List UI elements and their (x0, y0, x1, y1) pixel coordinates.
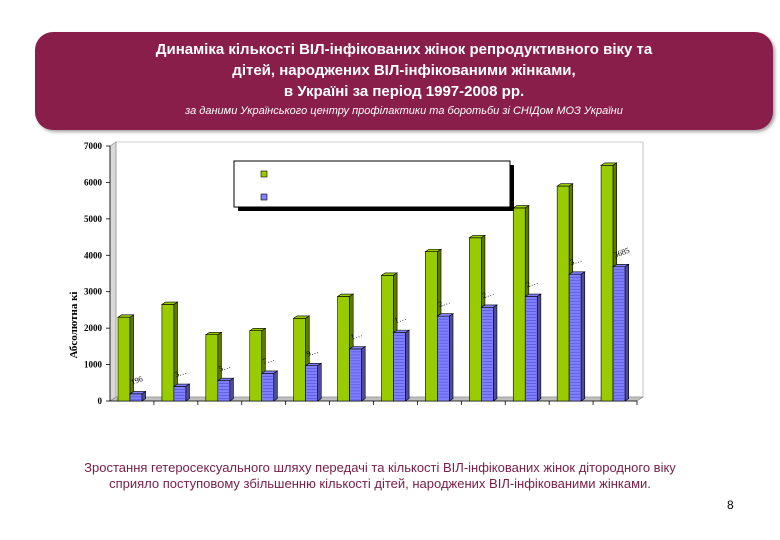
y-tick-label: 7000 (84, 141, 103, 151)
title-line-3: в Україні за період 1997-2008 рр. (283, 83, 525, 100)
bar-side (141, 390, 146, 402)
legend-swatch (260, 170, 268, 178)
bar-side (624, 263, 629, 402)
y-tick-label: 3000 (84, 287, 103, 297)
data-label: 5… (217, 361, 231, 374)
bar-side (536, 293, 542, 402)
title-line-2: дітей, народжених ВІЛ-інфікованими жінка… (232, 62, 576, 79)
y-tick-label: 4000 (84, 250, 103, 260)
data-label: 3… (569, 255, 583, 268)
data-label: 3… (174, 367, 188, 380)
bar-side (129, 314, 134, 402)
data-label: 1… (349, 329, 363, 342)
y-tick-label: 5000 (84, 214, 103, 224)
y-tick-label: 6000 (84, 177, 103, 187)
data-label: 196 (130, 374, 144, 387)
bar-series-1 (205, 334, 219, 402)
bar-series-1 (161, 304, 175, 402)
page-number: 8 (727, 498, 734, 512)
bar-side (449, 313, 454, 402)
bar-side (361, 345, 366, 402)
bar-side (185, 383, 190, 402)
bar-series-1 (469, 237, 482, 402)
bar-series-2 (393, 332, 406, 402)
bar-series-1 (556, 185, 570, 402)
bar-side (405, 329, 410, 402)
data-label: 9… (305, 346, 319, 359)
bar-side (229, 377, 234, 402)
title-source: за даними Українського центру профілакти… (185, 105, 623, 117)
y-tick-label: 1000 (84, 360, 103, 370)
plot-side-wall (109, 141, 117, 402)
bar-series-2 (261, 373, 275, 402)
y-tick-label: 0 (98, 396, 103, 406)
legend-box (233, 160, 511, 208)
title-line-1: Динаміка кількості ВІЛ-інфікованих жінок… (155, 41, 653, 58)
bar-side (493, 304, 498, 402)
bar-series-1 (425, 251, 438, 402)
y-tick-label: 2000 (84, 323, 103, 333)
bar-series-1 (381, 275, 394, 402)
bar-series-2 (524, 296, 538, 402)
bar-chart: 0 1000 2000 3000 4000 5000 6000 7000 Абсолютна к… (68, 141, 644, 406)
bar-series-1 (512, 207, 526, 402)
bar-side (317, 362, 322, 402)
bar-series-1 (293, 318, 306, 402)
bar-series-2 (481, 307, 494, 402)
data-label: 2… (525, 277, 539, 290)
bar-side (273, 370, 278, 402)
y-axis-label: Абсолютна кі (68, 292, 80, 359)
bar-series-2 (173, 386, 187, 402)
bar-series-2 (349, 348, 362, 402)
bar-series-1 (600, 165, 614, 402)
data-label: 2… (437, 296, 451, 309)
data-label: 7… (261, 354, 275, 367)
title-banner: Динаміка кількості ВІЛ-інфікованих жінок… (35, 32, 773, 130)
legend-swatch (260, 193, 268, 201)
caption: Зростання гетеросексуального шляху перед… (84, 460, 676, 491)
bar-side (580, 271, 586, 402)
data-label: 1… (393, 313, 407, 326)
bar-series-1 (117, 316, 131, 402)
bar-series-1 (249, 330, 263, 402)
bar-series-1 (337, 296, 350, 402)
data-label: 2… (481, 288, 495, 301)
